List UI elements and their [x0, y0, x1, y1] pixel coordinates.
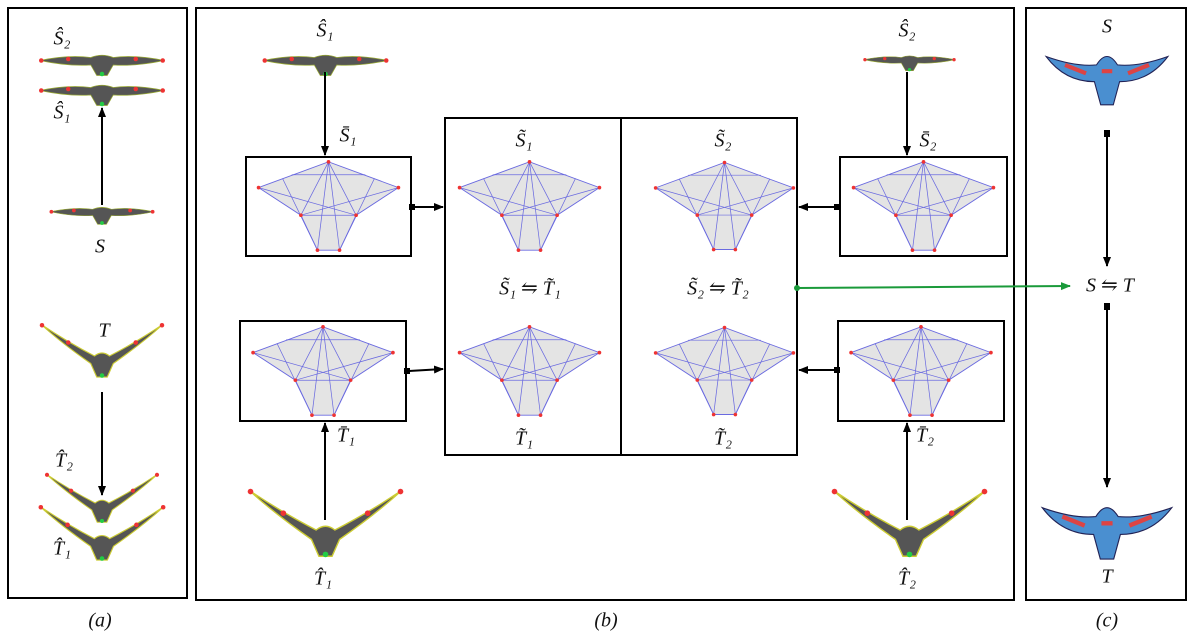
label: T̂₂ [898, 566, 916, 589]
mesh [654, 161, 795, 252]
label: T̂₂ [55, 448, 73, 471]
bird [832, 489, 988, 557]
caption: (c) [1096, 610, 1119, 632]
label: Ŝ₁ [317, 18, 334, 42]
label: Ŝ₂ [899, 18, 916, 42]
panel-b-frame [196, 8, 1014, 600]
label: S̃₂ ⇋ T̃₂ [687, 276, 749, 299]
label: S̃₁ [516, 128, 533, 151]
caption: (a) [88, 610, 112, 632]
bird [39, 55, 165, 76]
label: S̃₁ ⇋ T̃₁ [499, 276, 561, 299]
bird [50, 207, 155, 225]
label: S ⇋ T [1086, 275, 1136, 297]
label: S [1102, 16, 1112, 38]
label: S [95, 236, 105, 258]
label: T̄₂ [916, 425, 934, 447]
bird [1042, 508, 1172, 559]
label: T̂₁ [314, 566, 332, 589]
label: Ŝ₂ [54, 26, 71, 50]
label: Ŝ₁ [54, 100, 71, 124]
label: T̃₁ [515, 426, 533, 449]
label: T̄₁ [337, 425, 355, 447]
mesh [654, 326, 795, 417]
label: T̃₂ [714, 426, 732, 449]
arrows [1104, 130, 1110, 487]
label: S̄₁ [340, 125, 357, 147]
label: T [98, 320, 111, 342]
mesh [458, 325, 602, 417]
label: T̂₁ [53, 536, 71, 559]
caption: (b) [594, 610, 618, 632]
bird [863, 56, 955, 71]
figure: Ŝ₂ Ŝ₁ S T T̂₂ T̂₁ (a) Ŝ₁ S̄₁ Ŝ₂ S̄₂ S̃₁ … [0, 0, 1187, 637]
mesh [257, 160, 401, 252]
label: T [1101, 566, 1114, 588]
mesh [251, 325, 395, 417]
mesh [849, 325, 993, 417]
mesh [852, 160, 996, 252]
label: S̄₂ [920, 130, 937, 152]
bird [1046, 57, 1168, 105]
label: S̃₂ [715, 128, 732, 151]
mesh [458, 160, 602, 252]
